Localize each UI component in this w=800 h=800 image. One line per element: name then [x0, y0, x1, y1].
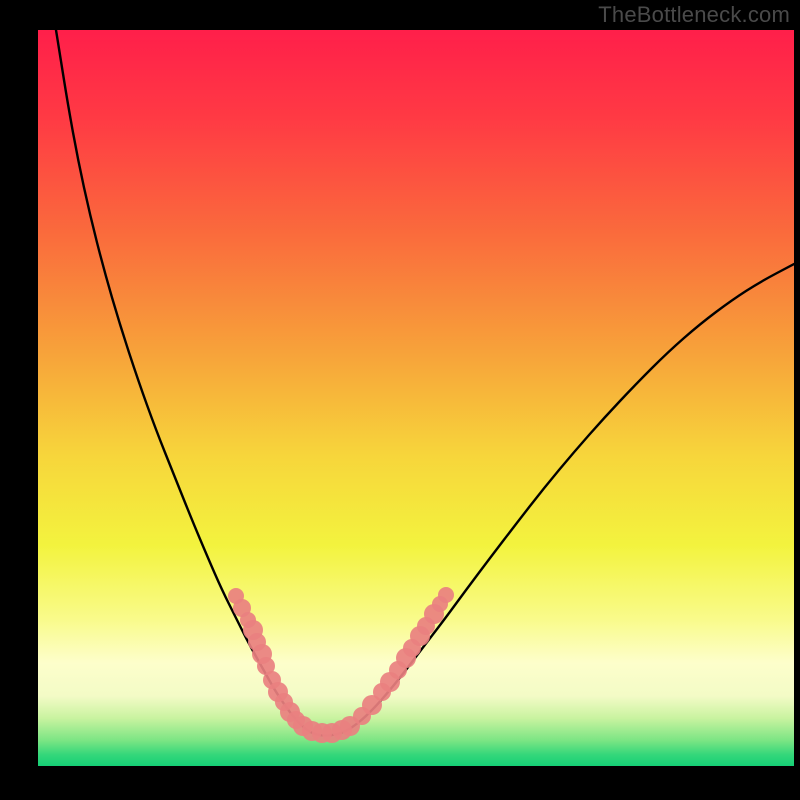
- marker-dot: [438, 587, 454, 603]
- plot-area: [38, 30, 794, 766]
- bottleneck-chart: [38, 30, 794, 766]
- chart-frame: TheBottleneck.com: [0, 0, 800, 800]
- watermark-text: TheBottleneck.com: [598, 2, 790, 28]
